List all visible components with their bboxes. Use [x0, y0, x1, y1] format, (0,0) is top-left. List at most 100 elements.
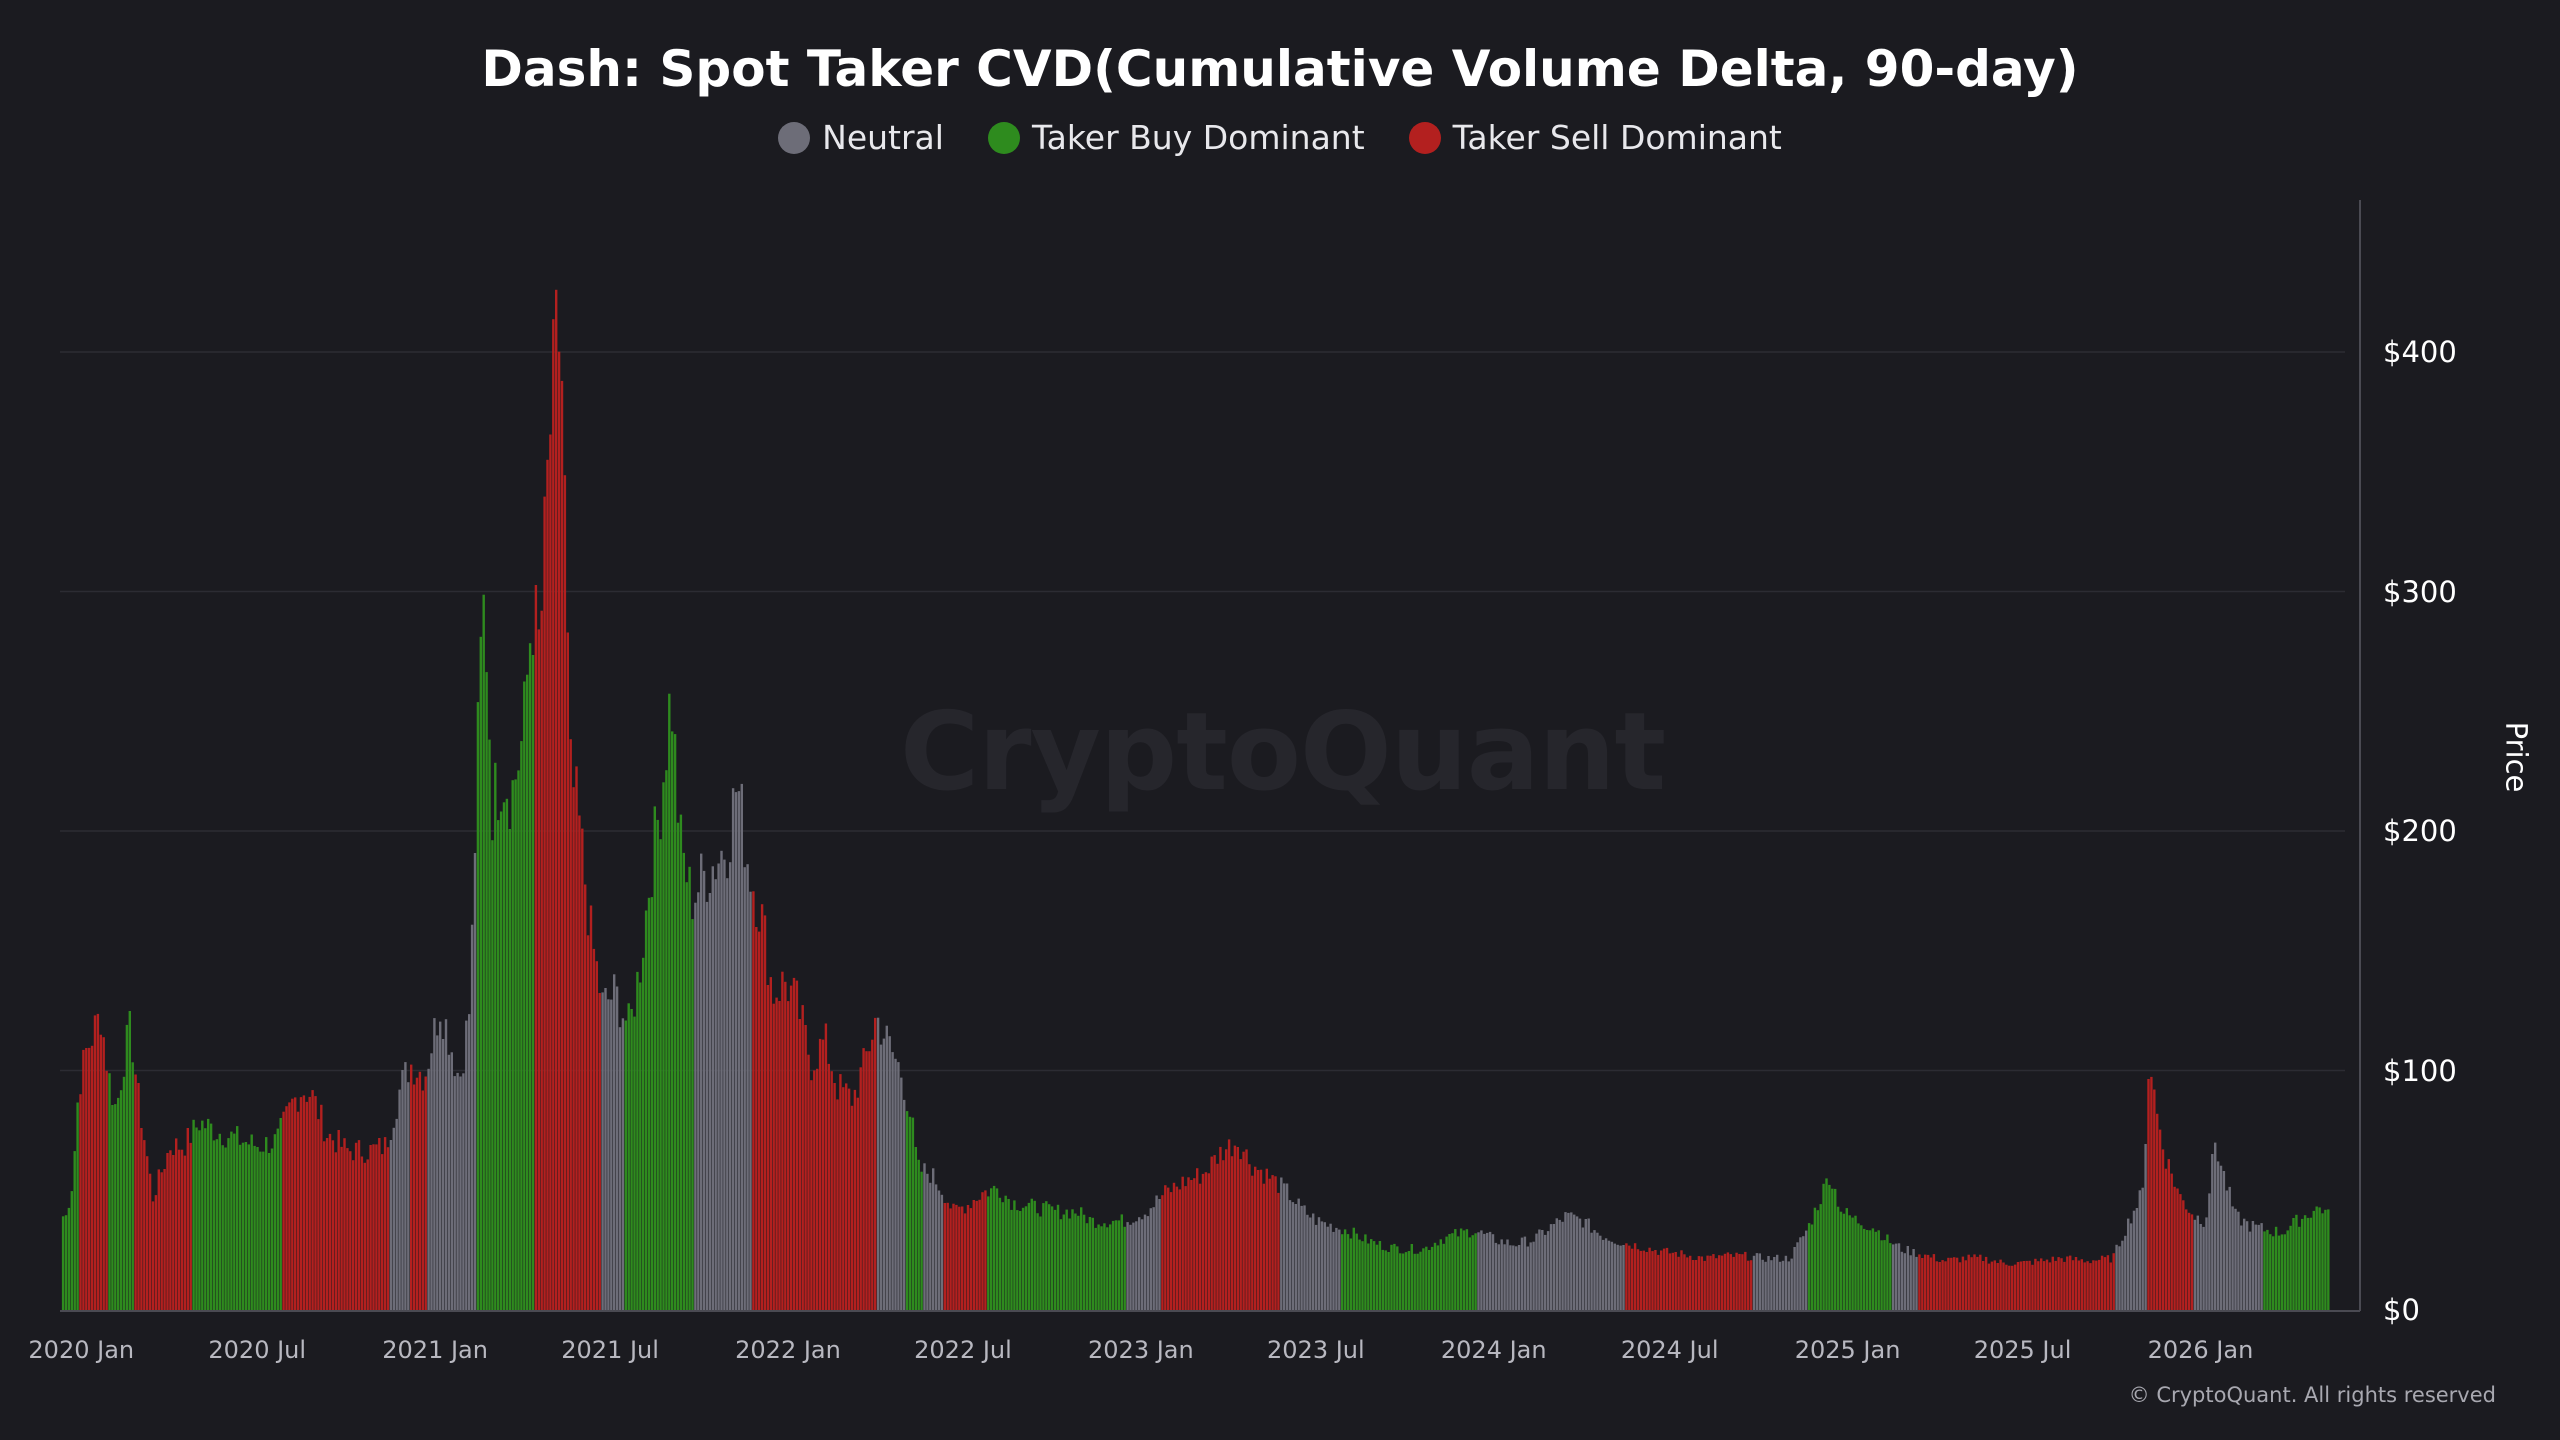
bar	[1256, 1170, 1260, 1310]
bar	[2013, 1264, 2017, 1310]
bar	[108, 1073, 111, 1310]
bar	[752, 891, 755, 1310]
bar	[1526, 1246, 1529, 1310]
bar	[381, 1154, 384, 1310]
bar	[1822, 1183, 1825, 1310]
bar	[1132, 1222, 1135, 1310]
bar	[1828, 1184, 1831, 1310]
legend-item-taker-buy[interactable]: Taker Buy Dominant	[987, 118, 1365, 157]
bar	[1010, 1209, 1013, 1310]
bar	[862, 1048, 865, 1310]
bar	[2214, 1142, 2217, 1310]
bar	[1950, 1257, 1953, 1310]
bar	[340, 1146, 343, 1310]
bar	[1805, 1230, 1808, 1310]
bar	[511, 780, 514, 1310]
bar	[2135, 1208, 2139, 1310]
bar	[2222, 1171, 2226, 1310]
bar	[331, 1140, 335, 1310]
bar	[772, 1003, 775, 1310]
bar	[1784, 1255, 1788, 1310]
bar	[2170, 1173, 2173, 1310]
bar	[1680, 1250, 1683, 1310]
bar	[2037, 1261, 2040, 1310]
bar	[1752, 1255, 1756, 1310]
bar	[363, 1162, 366, 1310]
bar	[2040, 1258, 2043, 1310]
bar	[584, 884, 587, 1310]
bar	[1216, 1163, 1219, 1310]
bar	[302, 1095, 306, 1310]
bar	[349, 1151, 352, 1310]
bar	[1720, 1255, 1724, 1310]
bar	[1845, 1208, 1848, 1310]
chart-title: Dash: Spot Taker CVD(Cumulative Volume D…	[481, 40, 2079, 98]
bar	[1587, 1218, 1590, 1310]
bar	[311, 1090, 314, 1310]
bar	[1135, 1221, 1138, 1310]
bar	[1013, 1200, 1016, 1310]
bar	[1233, 1145, 1237, 1310]
bar	[1474, 1233, 1477, 1310]
bar	[789, 985, 793, 1310]
bar	[209, 1123, 213, 1310]
bar	[1248, 1164, 1251, 1310]
bar	[1004, 1195, 1007, 1310]
bar	[398, 1089, 401, 1310]
bar-series	[61, 289, 2330, 1311]
bar	[207, 1118, 210, 1310]
bar	[195, 1127, 198, 1310]
bar	[639, 982, 642, 1310]
gridlines	[60, 351, 2345, 1072]
bar	[2295, 1214, 2298, 1310]
bar	[795, 980, 799, 1310]
bar	[557, 351, 561, 1310]
bar	[1767, 1256, 1770, 1310]
bar	[1401, 1253, 1405, 1310]
bar	[427, 1068, 430, 1310]
bar	[1871, 1228, 1875, 1310]
legend-item-taker-sell[interactable]: Taker Sell Dominant	[1408, 118, 1782, 157]
bar	[2303, 1215, 2307, 1310]
bar	[807, 1054, 810, 1310]
bar	[1665, 1247, 1669, 1310]
legend-item-neutral[interactable]: Neutral	[778, 118, 944, 157]
bar	[1486, 1232, 1489, 1310]
bar	[1251, 1175, 1254, 1310]
bar	[685, 882, 688, 1310]
bar	[415, 1077, 419, 1310]
bar	[88, 1047, 91, 1310]
bar	[932, 1168, 935, 1310]
bar	[1831, 1188, 1834, 1310]
bar	[1001, 1202, 1004, 1310]
bar	[630, 1009, 633, 1310]
bar	[1120, 1214, 1123, 1310]
bar	[555, 289, 558, 1310]
bar	[1396, 1246, 1399, 1310]
bar	[905, 1111, 909, 1310]
bar	[1404, 1252, 1408, 1310]
bar	[1880, 1240, 1883, 1310]
bar	[1700, 1256, 1703, 1310]
bar	[2086, 1261, 2089, 1310]
bar	[1364, 1234, 1367, 1310]
bar	[2289, 1225, 2292, 1310]
y-tick-label: $0	[2383, 1293, 2420, 1327]
bar	[1787, 1261, 1790, 1310]
bar	[563, 475, 567, 1310]
bar	[659, 839, 662, 1310]
bar	[166, 1153, 169, 1310]
bar	[1306, 1214, 1309, 1310]
bar	[2054, 1260, 2057, 1310]
bar	[1123, 1226, 1126, 1310]
bar	[517, 770, 520, 1310]
bar	[534, 585, 538, 1310]
bar	[2211, 1154, 2214, 1310]
bar	[2011, 1265, 2014, 1310]
bar	[1222, 1160, 1225, 1310]
bar	[241, 1142, 245, 1310]
bar	[787, 1001, 790, 1310]
bar	[1854, 1215, 1857, 1310]
bar	[1662, 1248, 1666, 1310]
